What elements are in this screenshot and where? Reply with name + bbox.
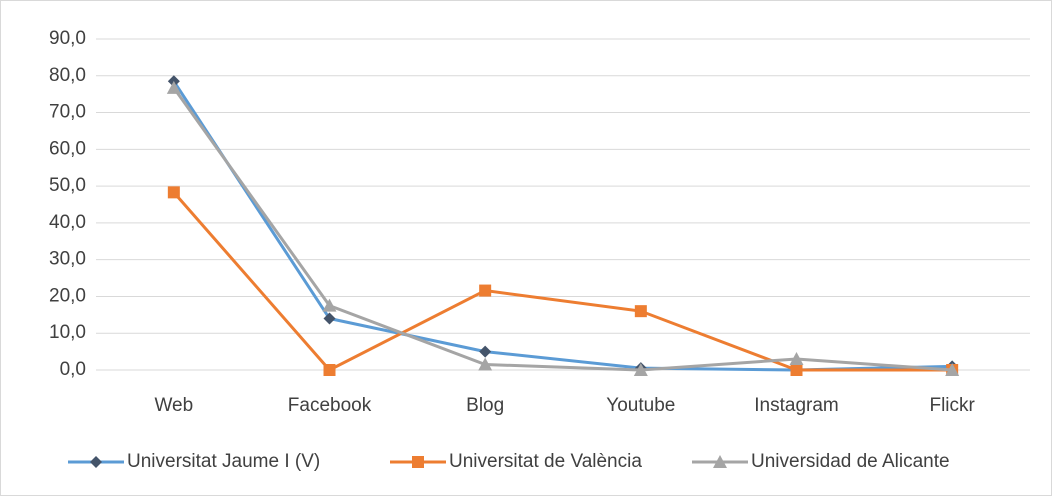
legend-marker xyxy=(90,456,102,468)
marker xyxy=(945,363,960,376)
marker xyxy=(479,345,492,358)
y-tick-label: 60,0 xyxy=(49,138,86,159)
y-tick-label: 30,0 xyxy=(49,249,86,270)
legend-label: Universitat Jaume I (V) xyxy=(127,451,320,472)
x-tick-label: Flickr xyxy=(929,395,975,416)
x-tick-label: Facebook xyxy=(288,395,372,416)
y-tick-label: 0,0 xyxy=(60,359,86,380)
marker xyxy=(167,186,180,199)
legend-marker xyxy=(713,455,727,468)
x-tick-label: Instagram xyxy=(754,395,838,416)
marker xyxy=(478,357,493,371)
y-tick-label: 80,0 xyxy=(49,65,86,86)
y-tick-label: 70,0 xyxy=(49,102,86,123)
y-tick-label: 20,0 xyxy=(49,285,86,306)
marker xyxy=(634,305,647,318)
marker xyxy=(322,298,337,312)
y-tick-label: 90,0 xyxy=(49,28,86,49)
marker xyxy=(633,363,648,376)
legend-marker xyxy=(412,456,424,468)
x-tick-label: Youtube xyxy=(606,395,675,416)
series-line xyxy=(172,191,953,372)
marker xyxy=(323,312,336,325)
y-tick-label: 50,0 xyxy=(49,175,86,196)
marker xyxy=(166,80,181,94)
y-tick-label: 40,0 xyxy=(49,212,86,233)
marker xyxy=(789,351,804,365)
y-tick-label: 10,0 xyxy=(49,322,86,343)
x-tick-label: Web xyxy=(154,395,193,416)
marker xyxy=(790,364,803,376)
x-tick-label: Blog xyxy=(466,395,504,416)
legend-label: Universidad de Alicante xyxy=(751,451,950,472)
series-line xyxy=(172,87,953,372)
marker xyxy=(479,284,492,297)
legend-label: Universitat de València xyxy=(449,451,642,472)
marker xyxy=(323,364,336,376)
